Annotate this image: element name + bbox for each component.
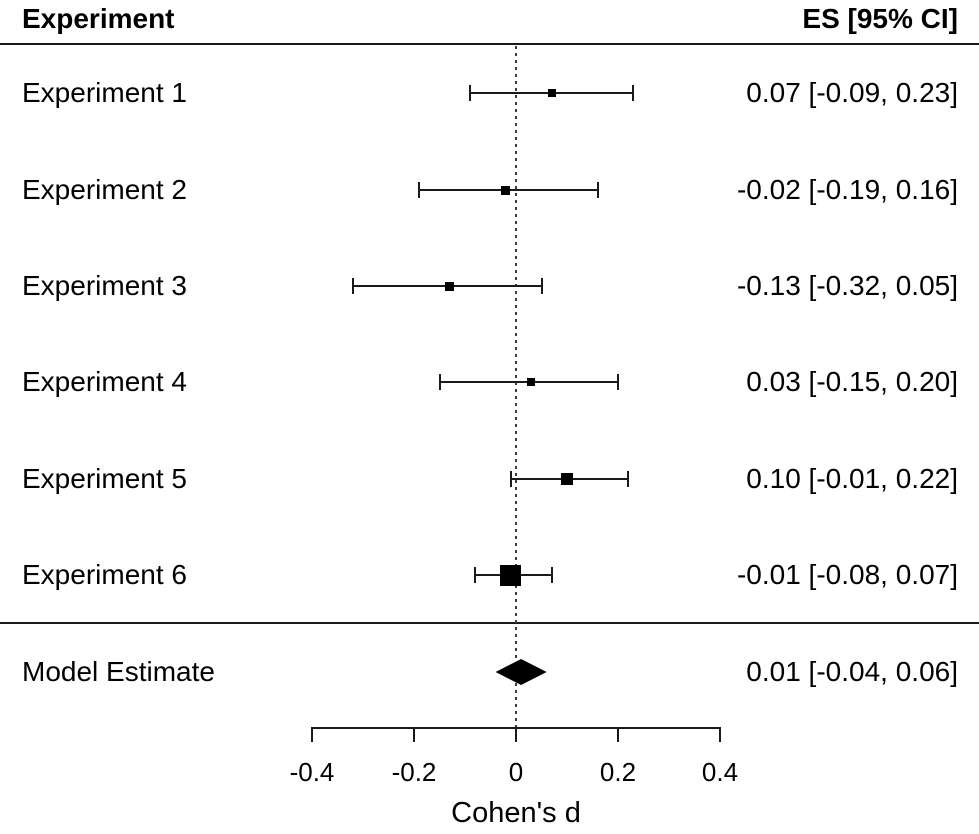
ci-cap-left <box>474 567 477 583</box>
study-label: Experiment 5 <box>22 463 187 494</box>
x-axis-tick-label: 0.2 <box>599 757 637 787</box>
ci-cap-left <box>438 374 441 390</box>
ci-cap-right <box>617 374 619 390</box>
ci-cap-right <box>540 278 543 294</box>
study-es-value: 0.03 [-0.15, 0.20] <box>746 366 958 397</box>
study-es-value: -0.13 [-0.32, 0.05] <box>736 270 958 301</box>
zero-reference-line <box>514 46 517 727</box>
column-header-es-ci: ES [95% CI] <box>802 3 958 34</box>
study-label: Experiment 1 <box>22 77 187 108</box>
x-axis-tick <box>617 727 619 742</box>
study-label: Experiment 2 <box>22 174 187 205</box>
summary-label: Model Estimate <box>22 656 215 687</box>
x-axis-tick-label: 0 <box>508 757 524 787</box>
column-header-experiment: Experiment <box>22 3 175 34</box>
ci-cap-left <box>418 182 421 198</box>
study-label: Experiment 6 <box>22 559 187 590</box>
study-label: Experiment 4 <box>22 366 187 397</box>
study-es-value: 0.07 [-0.09, 0.23] <box>746 77 958 108</box>
x-axis-tick <box>515 727 517 742</box>
study-label: Experiment 3 <box>22 270 187 301</box>
x-axis-tick-label: -0.4 <box>289 757 335 787</box>
effect-size-square <box>547 89 556 97</box>
effect-size-square <box>500 564 522 586</box>
x-axis-tick <box>311 727 313 742</box>
x-axis-tick-label: -0.2 <box>391 757 437 787</box>
ci-cap-left <box>469 85 472 101</box>
ci-cap-right <box>550 567 553 583</box>
x-axis-tick <box>413 727 415 742</box>
ci-cap-left <box>509 471 512 487</box>
study-es-value: -0.02 [-0.19, 0.16] <box>736 174 958 205</box>
x-axis-title: Cohen's d <box>451 797 581 829</box>
summary-diamond <box>495 659 547 685</box>
study-es-value: 0.10 [-0.01, 0.22] <box>746 463 958 494</box>
effect-size-square <box>527 378 536 386</box>
ci-cap-right <box>632 85 635 101</box>
x-axis-tick-label: 0.4 <box>701 757 739 787</box>
effect-size-square <box>501 185 511 195</box>
ci-cap-left <box>351 278 354 294</box>
header-divider-line <box>0 43 979 45</box>
study-es-value: -0.01 [-0.08, 0.07] <box>736 559 958 590</box>
ci-cap-right <box>596 182 599 198</box>
effect-size-square <box>445 281 455 291</box>
summary-es-value: 0.01 [-0.04, 0.06] <box>746 656 958 687</box>
ci-cap-right <box>627 471 630 487</box>
summary-divider-line <box>0 622 979 624</box>
effect-size-square <box>561 473 573 485</box>
x-axis-tick <box>719 727 721 742</box>
